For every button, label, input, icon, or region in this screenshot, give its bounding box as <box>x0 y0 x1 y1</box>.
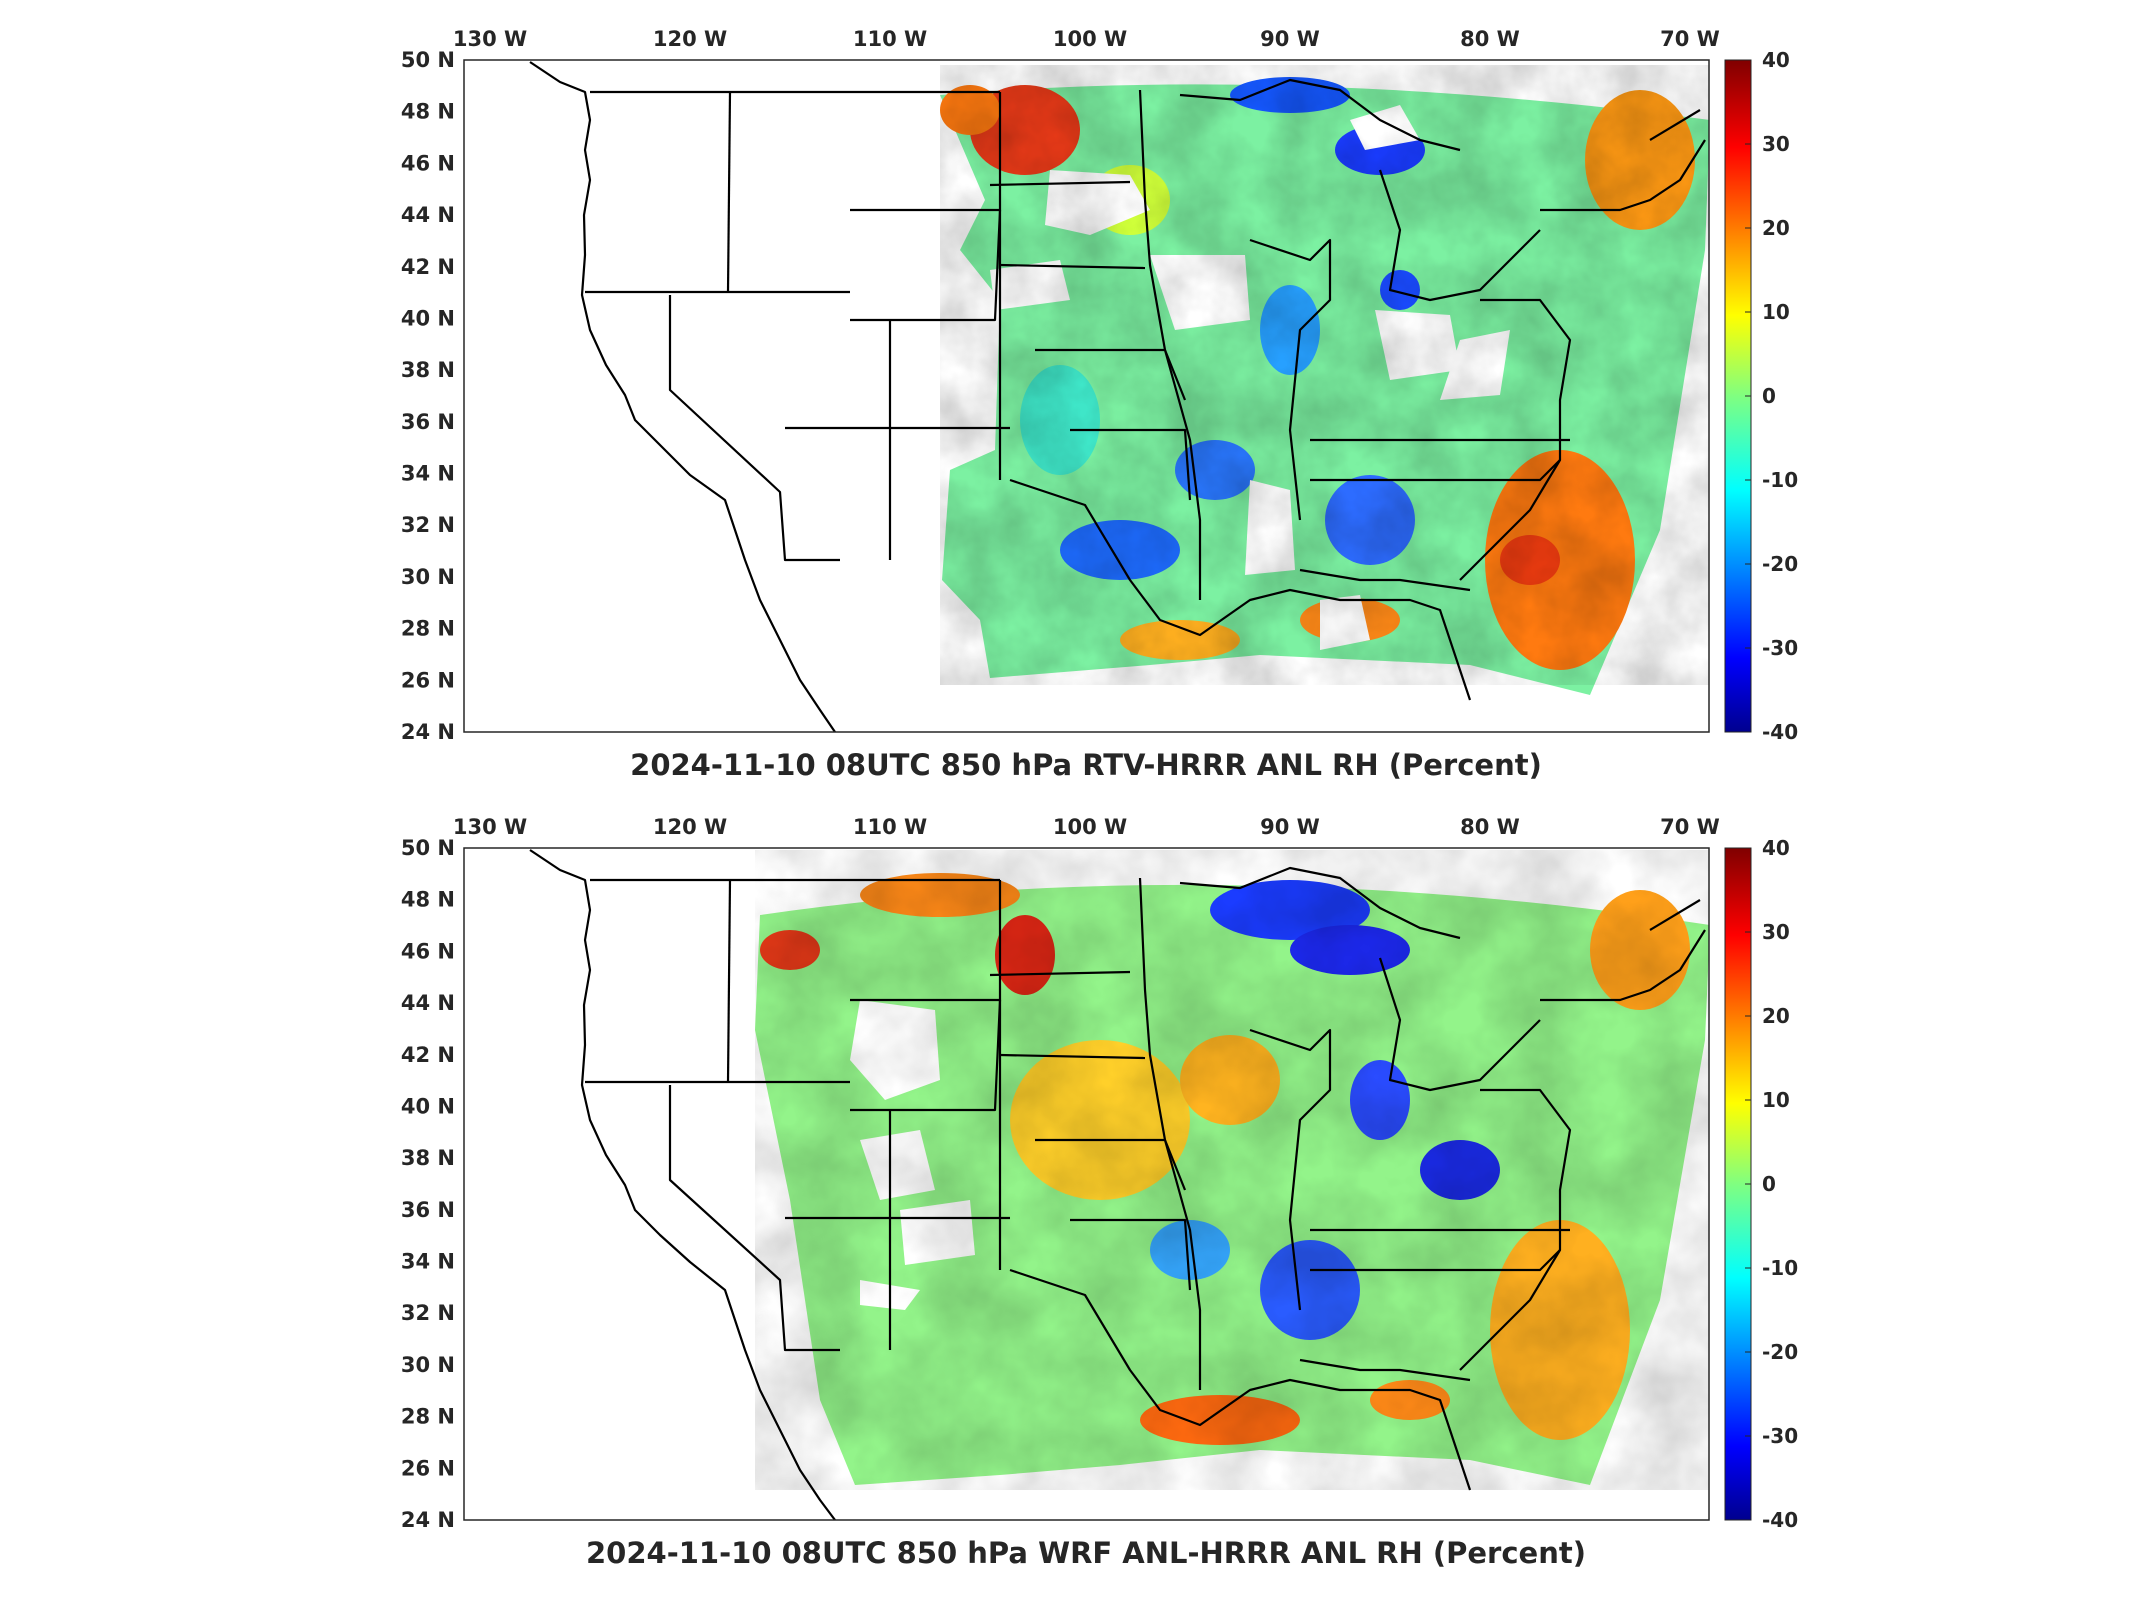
colorbar-tick-label: -20 <box>1762 552 1798 576</box>
colorbar-tick-label: -10 <box>1762 468 1798 492</box>
lon-tick-label: 110 W <box>853 27 927 51</box>
lon-tick-label: 70 W <box>1660 815 1720 839</box>
lat-tick-label: 24 N <box>401 1508 455 1532</box>
lat-tick-label: 40 N <box>401 1094 455 1118</box>
colorbar-tick-label: 30 <box>1762 920 1790 944</box>
lat-tick-label: 28 N <box>401 1405 455 1429</box>
map-rtv <box>529 61 1709 732</box>
colorbar-tick-label: -40 <box>1762 1508 1798 1532</box>
colorbar-tick-label: 30 <box>1762 132 1790 156</box>
lat-tick-label: 34 N <box>401 1250 455 1274</box>
lat-tick-label: 44 N <box>401 203 455 227</box>
lat-tick-label: 36 N <box>401 1198 455 1222</box>
colorbar-tick-label: 0 <box>1762 1172 1776 1196</box>
colorbar-ticks: 40 30 20 10 0 -10 -20 -30 -40 <box>1745 48 1798 744</box>
lat-tick-label: 26 N <box>401 668 455 692</box>
lat-tick-label: 48 N <box>401 888 455 912</box>
lon-tick-label: 130 W <box>453 815 527 839</box>
colorbar-rtv: 40 30 20 10 0 -10 -20 -30 -40 <box>1724 48 1798 744</box>
lat-tick-label: 30 N <box>401 565 455 589</box>
colorbar-tick-label: -40 <box>1762 720 1798 744</box>
colorbar-tick-label: 10 <box>1762 300 1790 324</box>
map-frame <box>463 59 1710 733</box>
lat-tick-label: 40 N <box>401 306 455 330</box>
lat-tick-label: 34 N <box>401 462 455 486</box>
lon-tick-label: 120 W <box>653 815 727 839</box>
lon-tick-label: 130 W <box>453 27 527 51</box>
colorbar-tick-label: 40 <box>1762 836 1790 860</box>
lat-tick-label: 28 N <box>401 617 455 641</box>
map-frame <box>463 847 1710 1521</box>
lon-tick-label: 90 W <box>1260 815 1320 839</box>
lat-tick-label: 46 N <box>401 151 455 175</box>
lon-tick-label: 100 W <box>1053 815 1127 839</box>
colorbar-tick-label: -30 <box>1762 1424 1798 1448</box>
lon-labels-top: 130 W 120 W 110 W 100 W 90 W 80 W 70 W <box>453 27 1720 51</box>
colorbar-ticks: 40 30 20 10 0 -10 -20 -30 -40 <box>1745 836 1798 1532</box>
lat-tick-label: 50 N <box>401 836 455 860</box>
lon-labels-top: 130 W 120 W 110 W 100 W 90 W 80 W 70 W <box>453 815 1720 839</box>
lat-tick-label: 50 N <box>401 48 455 72</box>
panel-rtv: 130 W 120 W 110 W 100 W 90 W 80 W 70 W 50 N 48 … <box>401 27 1798 782</box>
colorbar-tick-label: 20 <box>1762 1004 1790 1028</box>
colorbar-tick-label: -30 <box>1762 636 1798 660</box>
colorbar-tick-label: -10 <box>1762 1256 1798 1280</box>
lat-tick-label: 48 N <box>401 100 455 124</box>
lat-tick-label: 38 N <box>401 358 455 382</box>
lat-tick-label: 38 N <box>401 1146 455 1170</box>
panel-wrf: 130 W 120 W 110 W 100 W 90 W 80 W 70 W 50 N 48 … <box>401 815 1798 1570</box>
lat-tick-label: 44 N <box>401 991 455 1015</box>
lon-tick-label: 80 W <box>1460 815 1520 839</box>
lat-tick-label: 46 N <box>401 939 455 963</box>
colorbar-wrf: 40 30 20 10 0 -10 -20 -30 -40 <box>1724 836 1798 1532</box>
lat-tick-label: 42 N <box>401 255 455 279</box>
panel-title: 2024-11-10 08UTC 850 hPa RTV-HRRR ANL RH… <box>630 748 1542 782</box>
colorbar-tick-label: 40 <box>1762 48 1790 72</box>
lat-tick-label: 42 N <box>401 1043 455 1067</box>
lon-tick-label: 110 W <box>853 815 927 839</box>
lon-tick-label: 90 W <box>1260 27 1320 51</box>
lon-tick-label: 70 W <box>1660 27 1720 51</box>
lat-tick-label: 36 N <box>401 410 455 434</box>
map-wrf <box>529 849 1709 1520</box>
coastlines-and-borders <box>529 849 1706 1520</box>
colorbar-tick-label: 10 <box>1762 1088 1790 1112</box>
lon-tick-label: 120 W <box>653 27 727 51</box>
lon-tick-label: 80 W <box>1460 27 1520 51</box>
colorbar-tick-label: 20 <box>1762 216 1790 240</box>
lon-tick-label: 100 W <box>1053 27 1127 51</box>
lat-tick-label: 30 N <box>401 1353 455 1377</box>
colorbar-tick-label: 0 <box>1762 384 1776 408</box>
rh-field-rtv <box>940 65 1709 695</box>
coastlines-and-borders <box>529 61 1706 732</box>
lat-tick-label: 32 N <box>401 513 455 537</box>
lat-tick-label: 32 N <box>401 1301 455 1325</box>
colorbar-tick-label: -20 <box>1762 1340 1798 1364</box>
lat-labels-left: 50 N 48 N 46 N 44 N 42 N 40 N 38 N 36 N 34 N 32 N… <box>401 836 455 1532</box>
texture <box>755 850 1709 1490</box>
rh-field-wrf <box>755 850 1709 1490</box>
panel-title: 2024-11-10 08UTC 850 hPa WRF ANL-HRRR AN… <box>586 1536 1586 1570</box>
lat-labels-left: 50 N 48 N 46 N 44 N 42 N 40 N 38 N 36 N 34 N 32 N… <box>401 48 455 744</box>
texture <box>940 65 1709 685</box>
lat-tick-label: 24 N <box>401 720 455 744</box>
lat-tick-label: 26 N <box>401 1456 455 1480</box>
